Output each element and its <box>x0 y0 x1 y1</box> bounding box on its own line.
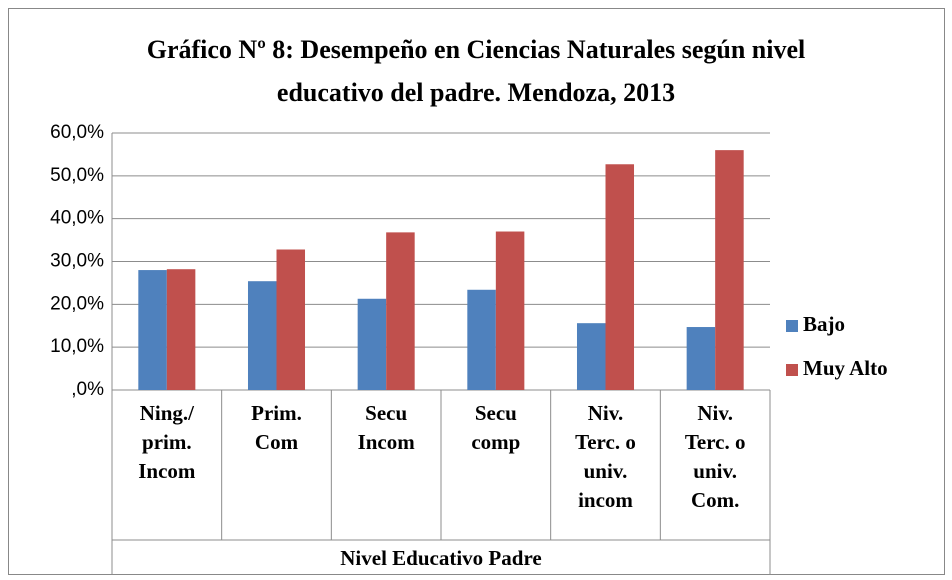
x-tick-label: Ning./ <box>140 401 195 425</box>
legend-swatch <box>786 320 798 332</box>
x-tick-label: univ. <box>693 459 737 483</box>
bar <box>686 327 716 390</box>
bar <box>357 298 387 390</box>
bar <box>138 270 167 390</box>
x-tick-label: univ. <box>584 459 628 483</box>
y-tick-label: 30,0% <box>50 251 104 272</box>
legend-label: Bajo <box>803 312 845 336</box>
x-tick-label: comp <box>471 430 520 454</box>
x-axis-title: Nivel Educativo Padre <box>340 546 541 570</box>
y-tick-label: 20,0% <box>50 293 104 314</box>
bar <box>715 150 744 390</box>
bar <box>467 289 496 390</box>
y-tick-label: 60,0% <box>50 122 104 143</box>
y-tick-label: ,0% <box>71 379 104 400</box>
bar <box>495 231 525 390</box>
x-tick-label: Com <box>255 430 299 454</box>
legend-swatch <box>786 364 798 376</box>
x-tick-label: Niv. <box>588 401 624 425</box>
x-tick-label: Incom <box>358 430 416 454</box>
y-tick-label: 50,0% <box>50 165 104 186</box>
x-tick-label: Incom <box>138 459 196 483</box>
y-tick-label: 10,0% <box>50 336 104 357</box>
x-tick-label: Terc. o <box>685 430 746 454</box>
bar <box>386 232 415 390</box>
x-tick-label: incom <box>578 488 633 512</box>
x-tick-label: Com. <box>691 488 739 512</box>
y-tick-label: 40,0% <box>50 208 104 229</box>
x-tick-label: Secu <box>475 401 517 425</box>
x-tick-label: Niv. <box>697 401 733 425</box>
x-tick-label: Terc. o <box>575 430 636 454</box>
bar <box>247 281 277 390</box>
bar <box>166 269 196 390</box>
x-tick-label: Prim. <box>251 401 302 425</box>
bar <box>276 249 306 390</box>
legend-label: Muy Alto <box>803 356 888 380</box>
chart-title: educativo del padre. Mendoza, 2013 <box>277 78 675 107</box>
bar <box>605 164 635 390</box>
x-tick-label: Secu <box>365 401 407 425</box>
bar <box>576 323 606 390</box>
x-tick-label: prim. <box>142 430 192 454</box>
chart-title: Gráfico Nº 8: Desempeño en Ciencias Natu… <box>147 35 806 64</box>
